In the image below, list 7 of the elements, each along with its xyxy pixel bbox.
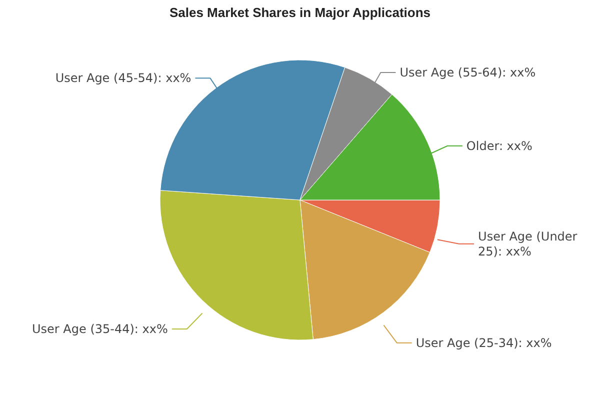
chart-title: Sales Market Shares in Major Applications [169, 5, 431, 20]
slice-label: User Age (55-64): xx% [400, 66, 536, 80]
slice-label: User Age (45-54): xx% [55, 71, 192, 86]
slice-label: Older: xx% [466, 138, 532, 153]
slice-label: User Age (35-44): xx% [32, 322, 168, 336]
slice-label: User Age (25-34): xx% [416, 336, 552, 350]
slice-label: User Age (Under 25): xx% [478, 229, 578, 258]
